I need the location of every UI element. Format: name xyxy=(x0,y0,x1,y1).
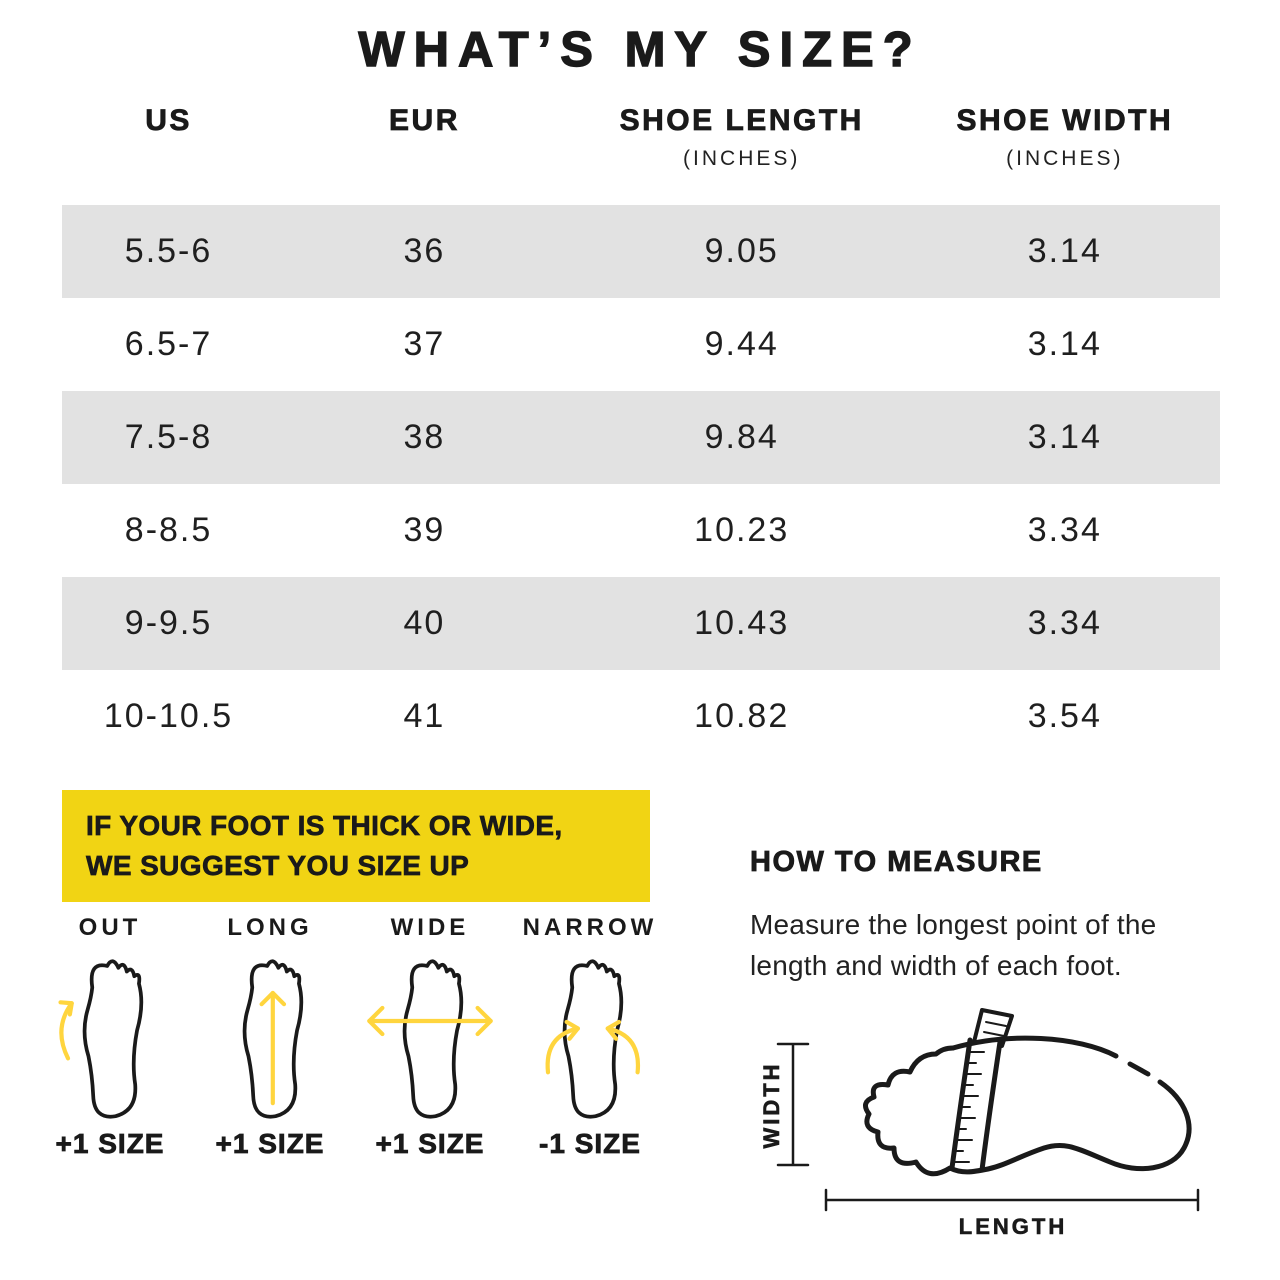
how-to-measure-heading: HOW TO MEASURE xyxy=(750,846,1043,879)
how-to-measure-section: HOW TO MEASURE Measure the longest point… xyxy=(750,846,1240,986)
fit-tip-label: LONG xyxy=(227,914,313,941)
col-header-label: US xyxy=(145,104,192,138)
col-header-us: US xyxy=(62,104,275,171)
cell-width: 3.34 xyxy=(1027,604,1102,642)
table-row: 7.5-8 38 9.84 3.14 xyxy=(62,391,1220,484)
table-header-row: US EUR SHOE LENGTH (INCHES) SHOE WIDTH (… xyxy=(62,104,1220,171)
col-header-label: SHOE WIDTH xyxy=(956,104,1174,138)
wide-double-arrow-icon xyxy=(367,1005,493,1037)
col-header-eur: EUR xyxy=(275,104,574,171)
cell-width: 3.34 xyxy=(1027,511,1102,549)
fit-tip-out: OUT +1 SIZE xyxy=(40,914,180,1160)
foot-measure-icon xyxy=(776,1008,1200,1212)
long-up-arrow-icon xyxy=(259,990,287,1106)
cell-length: 9.44 xyxy=(704,325,779,363)
cell-width: 3.14 xyxy=(1027,418,1102,456)
foot-outline-wide-icon xyxy=(367,959,493,1119)
fit-tip-label: WIDE xyxy=(390,914,470,941)
fit-tip-size: +1 SIZE xyxy=(215,1128,325,1160)
how-to-measure-body: Measure the longest point of the length … xyxy=(750,909,1157,981)
table-row: 5.5-6 36 9.05 3.14 xyxy=(62,205,1220,298)
cell-width: 3.14 xyxy=(1027,232,1102,270)
cell-length: 10.23 xyxy=(694,511,790,549)
inches-sublabel: (INCHES) xyxy=(683,147,801,170)
table-row: 9-9.5 40 10.43 3.34 xyxy=(62,577,1220,670)
col-header-shoe-width: SHOE WIDTH (INCHES) xyxy=(910,104,1220,171)
cell-us: 6.5-7 xyxy=(124,325,213,363)
fit-tip-label: OUT xyxy=(78,914,142,941)
fit-tip-wide: WIDE +1 SIZE xyxy=(360,914,500,1160)
cell-length: 10.82 xyxy=(694,697,790,735)
inches-sublabel: (INCHES) xyxy=(1006,147,1124,170)
cell-eur: 41 xyxy=(403,697,446,735)
narrow-converge-arrows-icon xyxy=(545,1019,641,1075)
cell-width: 3.54 xyxy=(1027,697,1102,735)
col-header-label: EUR xyxy=(389,104,460,138)
col-header-shoe-length: SHOE LENGTH (INCHES) xyxy=(574,104,910,171)
fit-tip-long: LONG +1 SIZE xyxy=(200,914,340,1160)
page-title: WHAT’S MY SIZE? xyxy=(358,22,922,77)
measure-diagram: WIDTH LENGTH xyxy=(748,1002,1228,1252)
foot-outline-long-icon xyxy=(242,959,304,1119)
foot-outline-out-icon xyxy=(58,959,144,1119)
col-header-label: SHOE LENGTH xyxy=(619,104,864,138)
cell-us: 8-8.5 xyxy=(124,511,213,549)
fit-tip-size: +1 SIZE xyxy=(55,1128,165,1160)
cell-us: 10-10.5 xyxy=(103,697,234,735)
fit-tip-label: NARROW xyxy=(522,914,658,941)
cell-length: 9.05 xyxy=(704,232,779,270)
measuring-tape-icon xyxy=(949,1008,1014,1173)
cell-length: 9.84 xyxy=(704,418,779,456)
fit-tip-size: -1 SIZE xyxy=(539,1128,641,1160)
size-up-note: IF YOUR FOOT IS THICK OR WIDE, WE SUGGES… xyxy=(62,790,650,902)
width-dimension-label: WIDTH xyxy=(759,1061,785,1149)
cell-us: 7.5-8 xyxy=(124,418,213,456)
table-row: 6.5-7 37 9.44 3.14 xyxy=(62,298,1220,391)
length-dimension-label: LENGTH xyxy=(958,1214,1068,1240)
fit-tip-size: +1 SIZE xyxy=(375,1128,485,1160)
cell-eur: 39 xyxy=(403,511,446,549)
cell-eur: 38 xyxy=(403,418,446,456)
fit-tips: OUT +1 SIZE LONG +1 SIZE WID xyxy=(40,914,660,1160)
cell-us: 9-9.5 xyxy=(124,604,213,642)
cell-eur: 36 xyxy=(403,232,446,270)
size-table: 5.5-6 36 9.05 3.14 6.5-7 37 9.44 3.14 7.… xyxy=(62,205,1220,763)
table-row: 8-8.5 39 10.23 3.34 xyxy=(62,484,1220,577)
cell-eur: 40 xyxy=(403,604,446,642)
cell-width: 3.14 xyxy=(1027,325,1102,363)
note-line-2: WE SUGGEST YOU SIZE UP xyxy=(86,849,470,881)
cell-length: 10.43 xyxy=(694,604,790,642)
cell-eur: 37 xyxy=(403,325,446,363)
fit-tip-narrow: NARROW -1 SIZE xyxy=(520,914,660,1160)
cell-us: 5.5-6 xyxy=(124,232,213,270)
out-curved-arrow-icon xyxy=(58,1000,74,1061)
note-line-1: IF YOUR FOOT IS THICK OR WIDE, xyxy=(86,810,563,842)
foot-outline-narrow-icon xyxy=(545,959,641,1119)
table-row: 10-10.5 41 10.82 3.54 xyxy=(62,670,1220,763)
